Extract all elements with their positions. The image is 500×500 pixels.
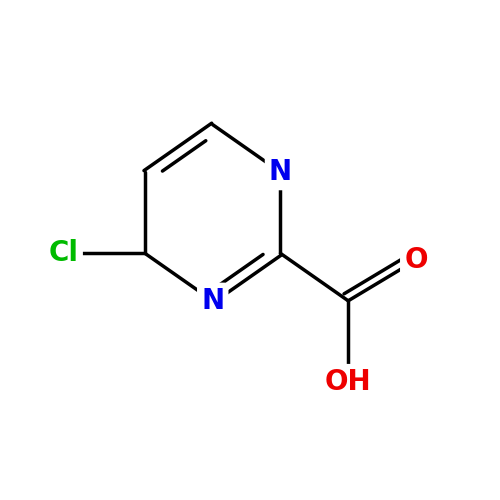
Text: Cl: Cl [48,240,78,268]
Text: N: N [269,158,292,186]
Text: N: N [201,287,224,315]
Text: O: O [404,246,427,274]
Text: OH: OH [325,368,372,396]
